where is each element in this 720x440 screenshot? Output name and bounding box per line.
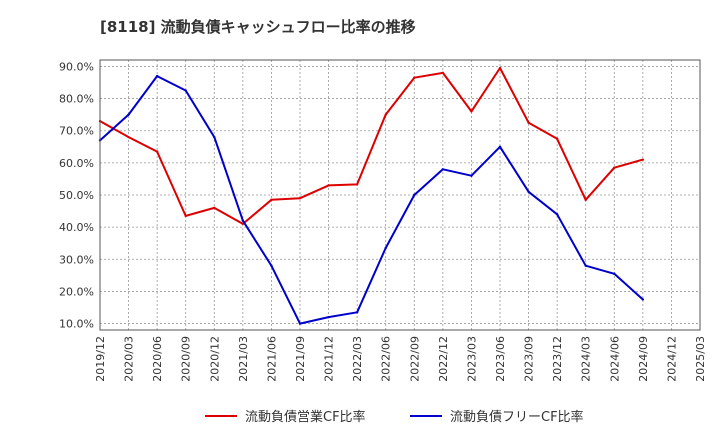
- data-point: [498, 66, 502, 70]
- data-point: [155, 150, 159, 153]
- y-tick-label: 20.0%: [59, 285, 94, 298]
- y-tick-label: 90.0%: [59, 60, 94, 73]
- x-tick-label: 2021/12: [323, 336, 336, 382]
- data-point: [613, 272, 616, 275]
- x-tick-label: 2023/03: [465, 336, 478, 382]
- data-point: [641, 298, 645, 301]
- x-tick-label: 2019/12: [94, 336, 107, 382]
- y-axis-ticks: 10.0% 20.0% 30.0% 40.0% 50.0% 60.0% 70.0% 80.0%…: [59, 60, 94, 330]
- data-point: [355, 311, 359, 314]
- data-point: [184, 89, 187, 92]
- data-point: [127, 135, 130, 139]
- data-point: [327, 315, 330, 319]
- data-point: [613, 166, 616, 169]
- x-tick-label: 2020/03: [123, 336, 136, 382]
- x-tick-label: 2024/12: [665, 336, 678, 382]
- data-point: [470, 174, 473, 177]
- y-tick-label: 30.0%: [59, 253, 94, 266]
- data-point: [584, 198, 587, 202]
- data-point: [470, 110, 473, 113]
- data-point: [641, 158, 645, 161]
- series-lines: [98, 66, 645, 325]
- x-axis-ticks: 2019/12 2020/03 2020/06 2020/09 2020/12 2021/…: [94, 336, 707, 382]
- legend-label: 流動負債営業CF比率: [245, 409, 366, 425]
- data-point: [327, 184, 330, 187]
- data-point: [413, 76, 416, 79]
- data-point: [527, 121, 530, 124]
- data-point: [155, 74, 159, 78]
- x-tick-label: 2022/12: [437, 336, 450, 382]
- x-tick-label: 2021/09: [294, 336, 307, 382]
- x-tick-label: 2023/09: [523, 336, 536, 382]
- y-tick-label: 80.0%: [59, 93, 94, 106]
- y-tick-label: 10.0%: [59, 318, 94, 331]
- data-point: [555, 213, 559, 216]
- data-point: [527, 190, 530, 193]
- data-point: [355, 183, 359, 186]
- data-point: [184, 214, 187, 218]
- data-point: [441, 71, 445, 75]
- y-tick-label: 70.0%: [59, 125, 94, 138]
- data-point: [498, 145, 502, 148]
- data-point: [127, 113, 130, 116]
- x-tick-label: 2022/03: [351, 336, 364, 382]
- data-point: [441, 168, 445, 171]
- x-tick-label: 2023/06: [494, 336, 507, 382]
- x-tick-label: 2024/03: [580, 336, 593, 382]
- data-point: [413, 193, 416, 197]
- x-tick-label: 2020/06: [151, 336, 164, 382]
- series-line-2: [99, 75, 644, 325]
- y-tick-label: 50.0%: [59, 189, 94, 202]
- data-point: [270, 264, 273, 267]
- data-point: [384, 113, 387, 116]
- series-line-1: [99, 67, 644, 225]
- x-tick-label: 2022/06: [380, 336, 393, 382]
- x-tick-label: 2024/09: [637, 336, 650, 382]
- data-point: [384, 246, 387, 250]
- legend-label: 流動負債フリーCF比率: [450, 409, 584, 425]
- data-point: [555, 137, 559, 140]
- chart-title: [8118] 流動負債キャッシュフロー比率の推移: [100, 18, 416, 36]
- x-tick-label: 2022/09: [408, 336, 421, 382]
- x-tick-label: 2021/06: [265, 336, 278, 382]
- data-point: [241, 219, 245, 222]
- x-tick-label: 2024/06: [608, 336, 621, 382]
- data-point: [270, 198, 273, 202]
- legend: 流動負債営業CF比率 流動負債フリーCF比率: [205, 409, 584, 425]
- data-point: [213, 206, 216, 210]
- data-point: [298, 197, 302, 200]
- y-tick-label: 40.0%: [59, 221, 94, 234]
- x-tick-label: 2020/12: [208, 336, 221, 382]
- x-tick-label: 2021/03: [237, 336, 250, 382]
- data-point: [213, 135, 216, 139]
- x-tick-label: 2020/09: [180, 336, 193, 382]
- x-tick-label: 2025/03: [694, 336, 707, 382]
- data-point: [298, 322, 302, 325]
- data-point: [584, 264, 587, 267]
- grid: [99, 60, 701, 330]
- y-tick-label: 60.0%: [59, 157, 94, 170]
- x-tick-label: 2023/12: [551, 336, 564, 382]
- plot-frame: [99, 59, 701, 331]
